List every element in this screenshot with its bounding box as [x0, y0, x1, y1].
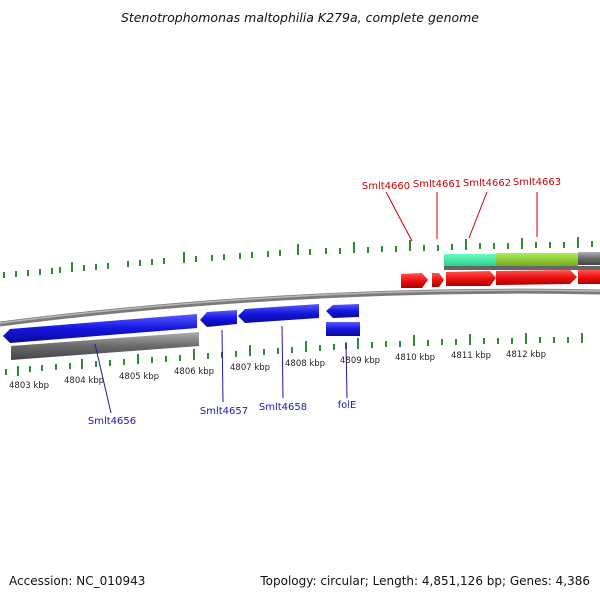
- gene-label-smlt4661[interactable]: Smlt4661: [413, 179, 461, 190]
- accession-label: Accession: NC_010943: [9, 574, 146, 588]
- tick-label: 4806 kbp: [174, 367, 214, 377]
- callouts-top: [385, 191, 538, 242]
- tick-row-upper: [3, 237, 593, 278]
- tick-label: 4810 kbp: [395, 353, 435, 363]
- gene-grey-upper-strip: [444, 266, 600, 270]
- gene-label-smlt4662[interactable]: Smlt4662: [463, 178, 511, 189]
- chromosome-backbone: [0, 288, 600, 327]
- tick-label: 4804 kbp: [64, 376, 104, 386]
- tick-label: 4807 kbp: [230, 363, 270, 373]
- topology-label: Topology: circular; Length: 4,851,126 bp…: [260, 574, 590, 588]
- gene-grey-upper[interactable]: [578, 252, 600, 265]
- gene-reverse-smlt4657[interactable]: [200, 310, 237, 327]
- gene-reverse-4[interactable]: [326, 304, 359, 318]
- gene-label-smlt4658[interactable]: Smlt4658: [259, 402, 307, 413]
- gene-forward-smlt4663[interactable]: [496, 270, 577, 285]
- tick-label: 4811 kbp: [451, 351, 491, 361]
- gene-grey-lower[interactable]: [11, 332, 199, 360]
- highlight-feature[interactable]: [496, 253, 578, 266]
- tick-label: 4803 kbp: [9, 381, 49, 391]
- tick-label: 4809 kbp: [340, 356, 380, 366]
- gene-reverse-smlt4656[interactable]: [3, 314, 197, 343]
- gene-label-fole[interactable]: folE: [338, 400, 357, 411]
- tick-label: 4808 kbp: [285, 359, 325, 369]
- gene-label-smlt4656[interactable]: Smlt4656: [88, 416, 136, 427]
- gene-forward-smlt4662[interactable]: [446, 271, 496, 286]
- gene-forward-5[interactable]: [578, 270, 600, 284]
- tick-labels: 4803 kbp 4804 kbp 4805 kbp 4806 kbp 4807…: [9, 350, 546, 391]
- tick-label: 4805 kbp: [119, 372, 159, 382]
- tick-label: 4812 kbp: [506, 350, 546, 360]
- gene-forward-1[interactable]: [401, 273, 428, 288]
- callouts-bottom: [94, 325, 348, 414]
- rna-feature[interactable]: [444, 254, 496, 267]
- genome-title: Stenotrophomonas maltophilia K279a, comp…: [120, 10, 480, 25]
- tick-row-lower: [5, 333, 583, 376]
- gene-forward-smlt4661[interactable]: [432, 273, 444, 287]
- gene-label-smlt4657[interactable]: Smlt4657: [200, 406, 248, 417]
- gene-reverse-smlt4658[interactable]: [238, 304, 319, 323]
- gene-label-smlt4660[interactable]: Smlt4660: [362, 181, 410, 192]
- chromosome-backbone-highlight: [0, 289, 600, 324]
- gene-label-smlt4663[interactable]: Smlt4663: [513, 177, 561, 188]
- gene-reverse-fole[interactable]: [326, 322, 360, 336]
